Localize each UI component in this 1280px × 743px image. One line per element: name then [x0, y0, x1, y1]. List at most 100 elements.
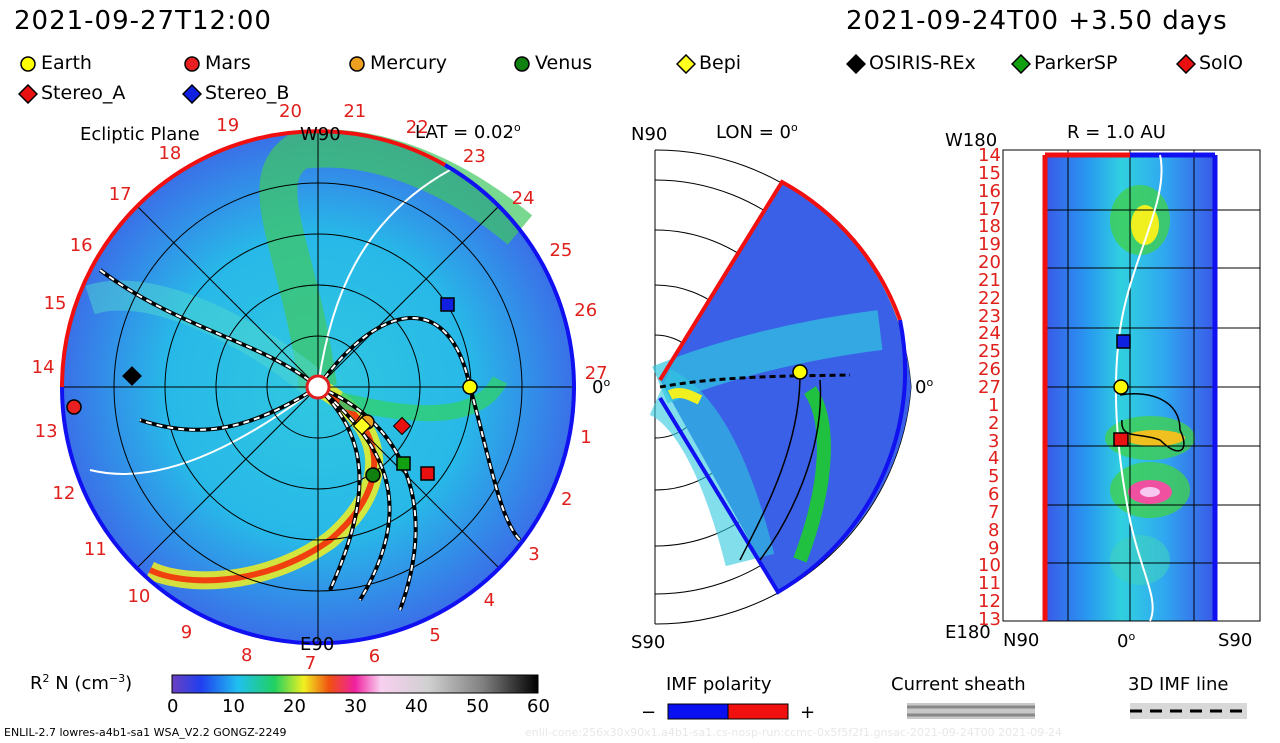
colorbar-tick: 0 [167, 696, 179, 717]
legend-label: Stereo_B [205, 82, 290, 104]
strip-row-label: 13 [978, 609, 1001, 630]
strip-radius: R = 1.0 AU [1067, 122, 1166, 143]
legend-label: OSIRIS-REx [869, 52, 976, 74]
circle-icon [349, 55, 365, 72]
strip-row-label: 14 [978, 145, 1001, 166]
legend-item-venus: Venus [512, 52, 592, 74]
diamond-icon [17, 83, 39, 104]
date-left: 2021-09-27T12:00 [14, 6, 272, 36]
colorbar-r: R [30, 673, 43, 694]
footer-model: ENLIL-2.7 lowres-a4b1-sa1 WSA_V2.2 GONGZ… [4, 726, 287, 739]
strip-zero: 0o [1117, 630, 1136, 652]
colorbar-tick: 20 [283, 696, 306, 717]
strip-row-label: 4 [988, 448, 1000, 470]
carrington-label: 22 [405, 116, 429, 138]
imf-plus-label: + [800, 702, 816, 723]
imf-line-title: 3D IMF line [1128, 674, 1229, 695]
legend-item-osiris-rex: OSIRIS-REx [845, 52, 976, 74]
ecliptic-plane-plot [60, 129, 576, 646]
legend-label: SolO [1199, 52, 1243, 74]
strip-row-label: 2 [988, 412, 1000, 434]
legend-item-bepi: Bepi [675, 52, 742, 74]
legend-label: Stereo_A [41, 82, 126, 104]
strip-e180: E180 [945, 622, 991, 643]
carrington-label: 27 [584, 363, 608, 385]
carrington-label: 18 [158, 142, 182, 164]
strip-n90: N90 [1003, 630, 1040, 651]
strip-w180: W180 [945, 130, 998, 151]
legend-item-mars: Mars [182, 52, 251, 74]
imf-minus-label: − [641, 702, 657, 723]
carrington-label: 4 [483, 590, 496, 612]
strip-row-label: 25 [978, 341, 1001, 363]
strip-row-label: 17 [978, 198, 1001, 220]
strip-row-label: 9 [988, 537, 1000, 559]
legend-item-mercury: Mercury [347, 52, 447, 74]
strip-row-label: 23 [978, 305, 1001, 327]
strip-row-label: 11 [978, 573, 1001, 595]
imf-title: IMF polarity [666, 674, 772, 695]
carrington-label: 16 [69, 234, 93, 256]
carrington-label: 1 [580, 427, 592, 449]
legend-item-stereo-b: Stereo_B [181, 82, 290, 104]
legend-label: Venus [535, 52, 593, 74]
carrington-label: 14 [31, 356, 55, 378]
strip-row-label: 21 [978, 269, 1001, 291]
meridional-zero: 0o [915, 376, 934, 398]
legend-label: Bepi [699, 52, 742, 74]
meridional-n90: N90 [631, 124, 668, 145]
strip-row-label: 16 [978, 180, 1001, 202]
carrington-label: 11 [83, 538, 107, 560]
carrington-label: 21 [343, 101, 367, 123]
carrington-label: 2 [561, 488, 573, 510]
carrington-label: 8 [240, 644, 253, 666]
legend-label: Mars [205, 52, 251, 74]
strip-row-label: 10 [978, 555, 1001, 577]
carrington-label: 12 [52, 482, 76, 504]
carrington-label: 26 [574, 299, 598, 321]
strip-s90: S90 [1218, 630, 1253, 651]
colorbar-label: R2 N (cm−3) [30, 672, 133, 694]
carrington-label: 15 [43, 293, 67, 315]
carrington-label: 17 [108, 183, 132, 205]
diamond-icon [675, 53, 697, 74]
strip-row-label: 15 [978, 162, 1001, 184]
carrington-label: 25 [549, 240, 573, 262]
ecliptic-top-label: W90 [300, 124, 341, 145]
legend-label: Mercury [370, 52, 448, 74]
meridional-plot [648, 149, 912, 625]
colorbar-paren: ) [125, 673, 133, 694]
diamond-icon [1010, 53, 1032, 74]
carrington-label: 23 [462, 146, 486, 168]
date-right: 2021-09-24T00 +3.50 days [846, 6, 1228, 36]
current-sheath-title: Current sheath [891, 674, 1026, 695]
footer-run: enlil-cone:256x30x90x1.a4b1-sa1.cs-nosp-… [525, 726, 1063, 739]
colorbar-tick: 50 [466, 696, 489, 717]
legend-item-stereo-a: Stereo_A [17, 82, 126, 104]
strip-row-label: 1 [988, 394, 1000, 416]
legend-item-solo: SolO [1175, 52, 1243, 74]
circle-icon [184, 55, 200, 72]
current-sheath-sample [907, 703, 1035, 719]
ecliptic-zero: 0 [592, 377, 604, 398]
carrington-label: 10 [127, 586, 151, 608]
ecliptic-right-label: 0o [592, 376, 611, 398]
strip-row-label: 27 [978, 377, 1001, 398]
strip-row-label: 7 [988, 501, 1000, 523]
legend-item-parkersp: ParkerSP [1010, 52, 1117, 74]
meridional-s90: S90 [631, 632, 666, 653]
strip-row-label: 3 [988, 430, 1000, 452]
strip-row-label: 18 [978, 216, 1001, 238]
strip-zero-value: 0 [1117, 631, 1129, 652]
carrington-label: 7 [304, 652, 317, 674]
carrington-label: 24 [511, 188, 535, 210]
imf-line-sample [1130, 703, 1247, 719]
colorbar-tick: 40 [405, 696, 428, 717]
density-colorbar [171, 674, 539, 694]
strip-row-label: 19 [978, 234, 1001, 256]
carrington-label: 5 [429, 624, 441, 646]
colorbar-tick: 10 [222, 696, 245, 717]
strip-row-label: 20 [978, 252, 1001, 274]
diamond-icon [845, 53, 867, 74]
